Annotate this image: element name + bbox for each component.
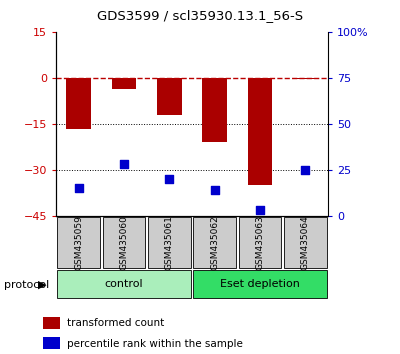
- Bar: [57, 217, 100, 268]
- Text: GSM435064: GSM435064: [301, 215, 310, 270]
- Bar: [43, 316, 60, 329]
- Bar: [284, 217, 327, 268]
- Bar: [193, 270, 327, 298]
- Bar: [202, 78, 227, 142]
- Bar: [112, 78, 136, 88]
- Text: transformed count: transformed count: [67, 318, 164, 329]
- Point: [212, 187, 218, 193]
- Bar: [43, 337, 60, 349]
- Text: percentile rank within the sample: percentile rank within the sample: [67, 339, 243, 349]
- Point: [257, 207, 263, 213]
- Bar: [103, 217, 145, 268]
- Bar: [57, 270, 191, 298]
- Point: [121, 161, 127, 167]
- Bar: [193, 217, 236, 268]
- Text: ▶: ▶: [38, 280, 46, 290]
- Point: [166, 176, 172, 182]
- Bar: [157, 78, 182, 115]
- Text: Eset depletion: Eset depletion: [220, 279, 300, 289]
- Bar: [66, 78, 91, 129]
- Point: [76, 185, 82, 191]
- Bar: [148, 217, 191, 268]
- Bar: [239, 217, 281, 268]
- Text: protocol: protocol: [4, 280, 49, 290]
- Text: GSM435060: GSM435060: [120, 215, 128, 270]
- Bar: [293, 78, 318, 79]
- Text: GSM435061: GSM435061: [165, 215, 174, 270]
- Point: [302, 167, 308, 173]
- Text: GSM435062: GSM435062: [210, 215, 219, 270]
- Text: control: control: [105, 279, 143, 289]
- Text: GSM435063: GSM435063: [256, 215, 264, 270]
- Bar: [248, 78, 272, 185]
- Text: GDS3599 / scl35930.13.1_56-S: GDS3599 / scl35930.13.1_56-S: [97, 9, 303, 22]
- Text: GSM435059: GSM435059: [74, 215, 83, 270]
